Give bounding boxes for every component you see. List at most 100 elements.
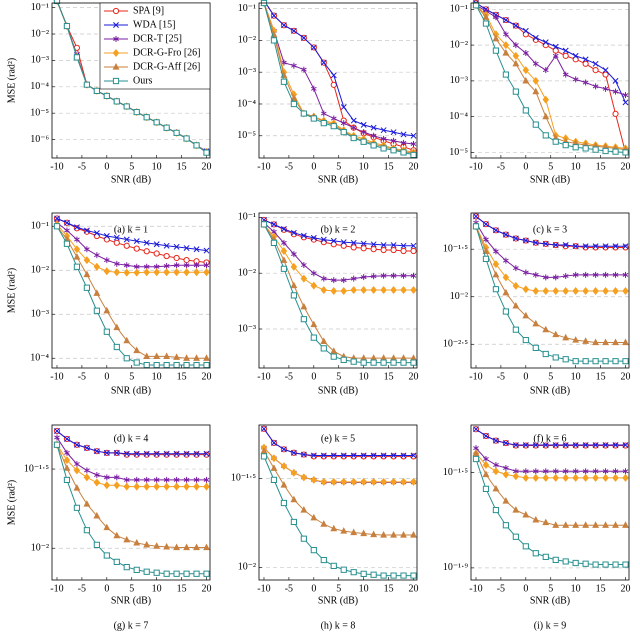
marker — [602, 271, 609, 278]
marker — [552, 286, 559, 295]
y-tick-label: 10⁻¹·⁵ — [443, 244, 468, 255]
marker — [622, 442, 629, 449]
marker — [203, 482, 210, 491]
marker — [193, 482, 200, 491]
marker — [622, 149, 629, 156]
marker — [542, 286, 550, 295]
marker — [612, 561, 619, 568]
marker — [280, 247, 288, 256]
marker — [113, 234, 120, 241]
marker — [103, 328, 110, 335]
marker — [330, 524, 338, 532]
series-line — [475, 2, 626, 153]
marker — [153, 569, 160, 576]
marker — [370, 571, 377, 578]
legend-label: SPA [9] — [133, 5, 164, 16]
marker — [310, 334, 317, 341]
marker — [380, 477, 387, 486]
marker — [330, 347, 338, 354]
marker — [582, 243, 589, 250]
marker — [260, 221, 268, 228]
legend-label: DCR-G-Aff [26] — [133, 61, 200, 72]
y-tick-label: 10⁻¹ — [450, 4, 468, 15]
series-line — [56, 437, 207, 481]
marker — [63, 22, 71, 30]
marker — [502, 440, 509, 447]
marker — [582, 60, 589, 67]
marker — [73, 54, 81, 61]
marker — [522, 468, 529, 475]
x-tick-label: 5 — [129, 371, 134, 382]
marker — [203, 451, 210, 458]
marker — [133, 346, 141, 354]
marker — [370, 246, 377, 253]
marker — [290, 449, 297, 456]
marker — [83, 473, 91, 482]
marker — [54, 428, 60, 434]
marker — [380, 359, 387, 366]
marker — [153, 241, 160, 248]
series-line — [475, 4, 626, 151]
marker — [183, 450, 190, 457]
marker — [410, 272, 417, 279]
marker — [63, 435, 70, 442]
y-tick-label: 10⁻² — [238, 35, 256, 46]
marker — [492, 286, 500, 293]
series-line — [475, 2, 626, 103]
y-tick-label: 10⁻³ — [31, 55, 49, 66]
marker — [133, 450, 140, 457]
marker — [320, 110, 327, 117]
marker — [410, 452, 417, 459]
marker — [143, 482, 150, 491]
marker — [340, 527, 348, 534]
marker — [592, 271, 599, 278]
marker — [522, 510, 530, 518]
marker — [482, 470, 490, 478]
series-line — [475, 428, 626, 446]
x-tick-label: 0 — [523, 583, 528, 594]
marker — [84, 467, 90, 474]
marker — [370, 286, 377, 294]
x-tick-label: 5 — [336, 583, 341, 594]
marker — [542, 112, 550, 120]
marker — [572, 442, 579, 449]
x-axis-label: SNR (dB) — [111, 174, 151, 185]
x-tick-label: 15 — [177, 161, 187, 172]
marker — [370, 273, 377, 280]
marker — [310, 452, 317, 459]
marker — [380, 247, 387, 254]
marker — [173, 129, 180, 136]
marker — [622, 521, 629, 528]
marker — [193, 246, 200, 253]
marker — [340, 453, 347, 460]
marker — [183, 476, 190, 483]
marker — [360, 245, 367, 252]
marker — [622, 338, 629, 346]
marker — [380, 242, 387, 248]
marker — [622, 286, 629, 295]
y-tick-label: 10⁻⁶ — [30, 134, 49, 145]
marker — [542, 518, 550, 526]
marker — [380, 572, 387, 579]
marker — [310, 85, 317, 92]
marker — [203, 570, 210, 577]
x-tick-label: 20 — [621, 161, 631, 172]
marker — [572, 144, 579, 151]
marker — [602, 85, 609, 92]
marker — [602, 71, 609, 78]
marker — [492, 484, 500, 492]
marker — [340, 477, 347, 486]
marker — [502, 231, 509, 238]
marker — [410, 132, 417, 139]
marker — [562, 521, 570, 528]
marker — [542, 39, 549, 46]
marker — [400, 131, 407, 138]
plot-frame — [258, 212, 418, 369]
marker — [532, 87, 540, 95]
marker — [193, 268, 200, 277]
marker — [400, 359, 407, 366]
marker — [340, 566, 347, 573]
marker — [310, 513, 318, 521]
marker — [380, 453, 387, 460]
marker — [350, 275, 357, 282]
